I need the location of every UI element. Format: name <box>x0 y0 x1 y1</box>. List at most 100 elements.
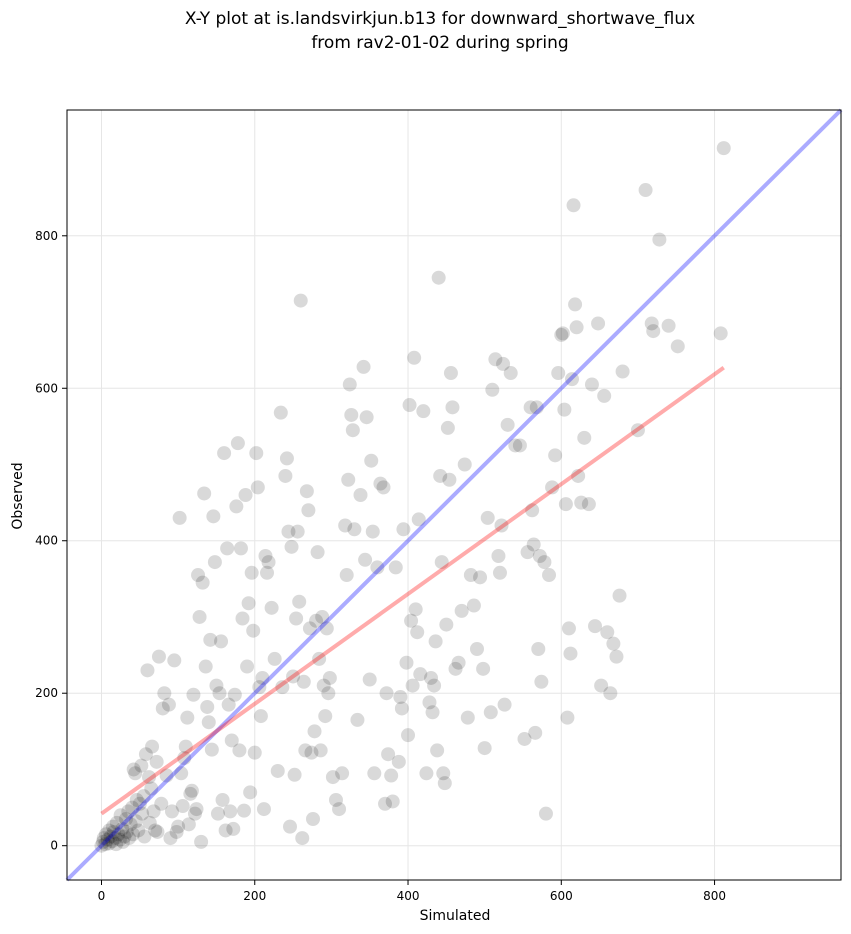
scatter-point <box>488 352 503 367</box>
scatter-point <box>436 766 451 781</box>
scatter-point <box>247 745 262 760</box>
scatter-point <box>638 183 653 198</box>
scatter-point <box>131 823 146 838</box>
scatter-point <box>528 725 543 740</box>
scatter-point <box>249 446 264 461</box>
scatter-point <box>542 568 557 583</box>
scatter-point <box>215 792 230 807</box>
scatter-point <box>304 745 319 760</box>
scatter-point <box>332 802 347 817</box>
scatter-point <box>359 410 374 425</box>
scatter-point <box>600 625 615 640</box>
scatter-point <box>119 812 134 827</box>
scatter-point <box>281 524 296 539</box>
scatter-point <box>338 518 353 533</box>
scatter-point <box>164 804 179 819</box>
scatter-point <box>416 404 431 419</box>
scatter-point <box>233 541 248 556</box>
scatter-point <box>370 560 385 575</box>
scatter-point <box>197 486 212 501</box>
scatter-point <box>123 817 138 832</box>
plot-frame <box>66 109 842 881</box>
scatter-point <box>278 468 293 483</box>
scatter-point <box>302 621 317 636</box>
x-axis-ticks: 0 200 400 600 800 <box>98 880 726 903</box>
scatter-point <box>155 701 170 716</box>
scatter-point <box>189 802 204 817</box>
scatter-point <box>318 709 333 724</box>
scatter-point <box>229 499 244 514</box>
y-axis-ticks: 0 200 400 600 800 <box>35 229 67 853</box>
scatter-point <box>103 829 118 844</box>
scatter-point <box>200 699 215 714</box>
scatter-point <box>309 613 324 628</box>
scatter-point <box>443 366 458 381</box>
scatter-point <box>480 510 495 525</box>
scatter-point <box>238 488 253 502</box>
x-tick-label: 800 <box>703 889 726 903</box>
y-tick-label: 200 <box>35 686 58 700</box>
scatter-point <box>252 680 267 695</box>
scatter-point <box>273 405 288 420</box>
scatter-point <box>174 766 189 781</box>
scatter-point <box>138 747 153 762</box>
scatter-point <box>581 497 596 512</box>
scatter-point <box>716 141 731 156</box>
scatter-point <box>109 837 124 852</box>
scatter-point <box>112 832 127 847</box>
scatter-point <box>256 802 271 817</box>
scatter-point <box>538 806 553 821</box>
scatter-point <box>529 400 544 415</box>
scatter-point <box>588 619 603 634</box>
scatter-point <box>221 697 236 712</box>
scatter-point <box>98 837 113 852</box>
scatter-point <box>571 468 586 483</box>
data-points <box>94 141 731 853</box>
scatter-point <box>555 326 570 341</box>
scatter-point <box>220 541 235 556</box>
scatter-point <box>141 770 156 785</box>
scatter-point <box>597 388 612 403</box>
scatter-point <box>548 448 563 463</box>
scatter-point <box>137 829 152 844</box>
scatter-point <box>145 739 160 754</box>
scatter-point <box>485 382 500 397</box>
scatter-point <box>491 548 506 563</box>
scatter-point <box>226 821 241 836</box>
scatter-point <box>134 758 149 773</box>
scatter-point <box>425 705 440 720</box>
scatter-point <box>99 827 114 842</box>
scatter-point <box>218 823 233 838</box>
scatter-point <box>94 838 109 853</box>
scatter-point <box>437 776 452 791</box>
scatter-point <box>408 602 423 617</box>
scatter-point <box>149 754 164 769</box>
scatter-point <box>313 743 328 758</box>
scatter-point <box>298 743 313 758</box>
scatter-point <box>293 293 308 308</box>
y-tick-label: 400 <box>35 534 58 548</box>
scatter-point <box>163 831 178 846</box>
scatter-point <box>224 733 239 748</box>
scatter-point <box>243 785 258 800</box>
scatter-point <box>106 824 121 839</box>
scatter-point <box>275 680 290 695</box>
regression-fit-line <box>100 366 725 816</box>
scatter-point <box>347 522 362 537</box>
scatter-point <box>362 672 377 687</box>
scatter-point <box>373 476 388 491</box>
scatter-point <box>713 326 728 341</box>
scatter-point <box>427 678 442 693</box>
scatter-point <box>388 560 403 575</box>
scatter-point <box>494 518 509 533</box>
scatter-point <box>500 417 515 432</box>
scatter-point <box>212 686 227 701</box>
scatter-point <box>207 555 222 570</box>
scatter-point <box>150 824 165 839</box>
scatter-point <box>210 806 225 821</box>
x-tick-label: 600 <box>550 889 573 903</box>
scatter-point <box>644 316 659 331</box>
scatter-point <box>381 747 396 762</box>
scatter-point <box>258 548 273 563</box>
scatter-point <box>520 545 535 560</box>
